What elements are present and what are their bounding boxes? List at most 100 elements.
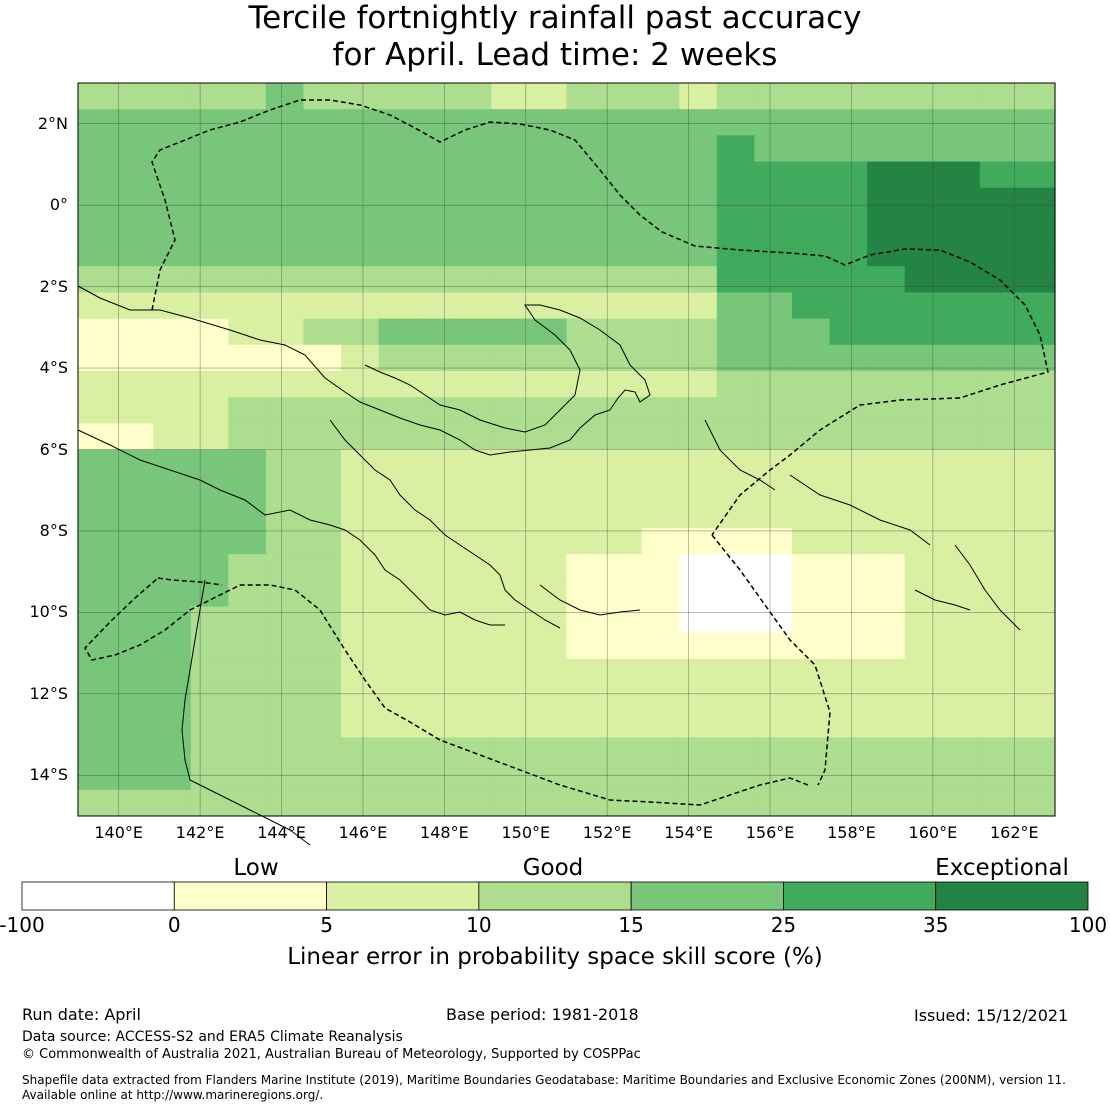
skill-cell (190, 344, 229, 372)
skill-grid (78, 83, 1056, 817)
skill-cell (528, 83, 568, 110)
skill-cell (153, 711, 192, 739)
skill-cell (754, 763, 793, 791)
skill-cell (378, 501, 417, 529)
skill-cell (378, 370, 417, 398)
skill-cell (791, 685, 831, 712)
skill-cell (716, 318, 755, 346)
skill-cell (566, 449, 605, 477)
skill-cell (604, 658, 643, 686)
skill-cell (228, 711, 267, 739)
skill-cell (341, 292, 380, 320)
skill-cell (265, 240, 305, 267)
skill-cell (115, 83, 154, 110)
skill-cell (716, 135, 755, 163)
skill-cell (228, 240, 267, 267)
skill-cell (716, 292, 755, 320)
skill-cell (265, 344, 305, 372)
skill-cell (453, 292, 492, 320)
skill-cell (190, 240, 229, 267)
skill-cell (791, 292, 831, 320)
skill-cell (78, 135, 117, 163)
skill-cell (904, 318, 943, 346)
skill-cell (528, 213, 568, 241)
skill-cell (754, 658, 793, 686)
skill-cell (190, 554, 229, 581)
skill-cell (453, 109, 492, 136)
skill-cell (491, 83, 530, 110)
colorbar-tick: 5 (320, 913, 333, 937)
skill-cell (416, 135, 455, 163)
skill-cell (153, 423, 192, 451)
skill-cell (115, 370, 154, 398)
skill-cell (416, 711, 455, 739)
skill-cell (791, 423, 831, 451)
skill-cell (115, 658, 154, 686)
skill-cell (942, 318, 981, 346)
skill-cell (979, 344, 1019, 372)
skill-cell (115, 240, 154, 267)
skill-cell (829, 161, 868, 189)
skill-cell (341, 397, 380, 424)
skill-cell (228, 658, 267, 686)
skill-cell (641, 449, 680, 477)
skill-cell (679, 475, 718, 503)
skill-cell (153, 737, 192, 765)
skill-cell (416, 475, 455, 503)
skill-cell (904, 475, 943, 503)
skill-cell (153, 658, 192, 686)
skill-cell (453, 344, 492, 372)
skill-cell (416, 161, 455, 189)
skill-cell (1017, 789, 1056, 817)
skill-cell (679, 528, 718, 555)
skill-cell (942, 213, 981, 241)
skill-cell (754, 580, 793, 608)
skill-cell (153, 475, 192, 503)
skill-cell (904, 606, 943, 634)
skill-cell (303, 318, 342, 346)
skill-cell (942, 763, 981, 791)
skill-cell (604, 213, 643, 241)
skill-cell (78, 789, 117, 817)
skill-cell (378, 737, 417, 765)
skill-cell (641, 83, 680, 110)
skill-cell (265, 187, 305, 215)
skill-cell (453, 370, 492, 398)
skill-cell (829, 135, 868, 163)
skill-cell (491, 763, 530, 791)
skill-cell (641, 711, 680, 739)
skill-cell (378, 135, 417, 163)
skill-cell (491, 266, 530, 294)
skill-cell (979, 606, 1019, 634)
skill-cell (867, 658, 906, 686)
skill-cell (791, 213, 831, 241)
skill-cell (754, 737, 793, 765)
skill-cell (78, 370, 117, 398)
skill-cell (566, 266, 605, 294)
skill-cell (979, 554, 1019, 581)
skill-cell (679, 632, 718, 660)
skill-cell (416, 83, 455, 110)
skill-cell (153, 318, 192, 346)
skill-cell (716, 266, 755, 294)
skill-cell (416, 397, 455, 424)
skill-cell (1017, 737, 1056, 765)
skill-cell (566, 737, 605, 765)
skill-cell (228, 318, 267, 346)
skill-cell (228, 135, 267, 163)
skill-cell (153, 292, 192, 320)
skill-cell (341, 213, 380, 241)
skill-cell (265, 580, 305, 608)
skill-cell (265, 528, 305, 555)
skill-cell (228, 344, 267, 372)
skill-cell (341, 528, 380, 555)
skill-cell (115, 685, 154, 712)
skill-cell (303, 475, 342, 503)
skill-cell (942, 501, 981, 529)
gulf-coast (77, 429, 505, 626)
skill-cell (78, 240, 117, 267)
skill-cell (979, 109, 1019, 136)
skill-cell (791, 109, 831, 136)
base-period: Base period: 1981-2018 (446, 1005, 639, 1024)
skill-cell (416, 658, 455, 686)
